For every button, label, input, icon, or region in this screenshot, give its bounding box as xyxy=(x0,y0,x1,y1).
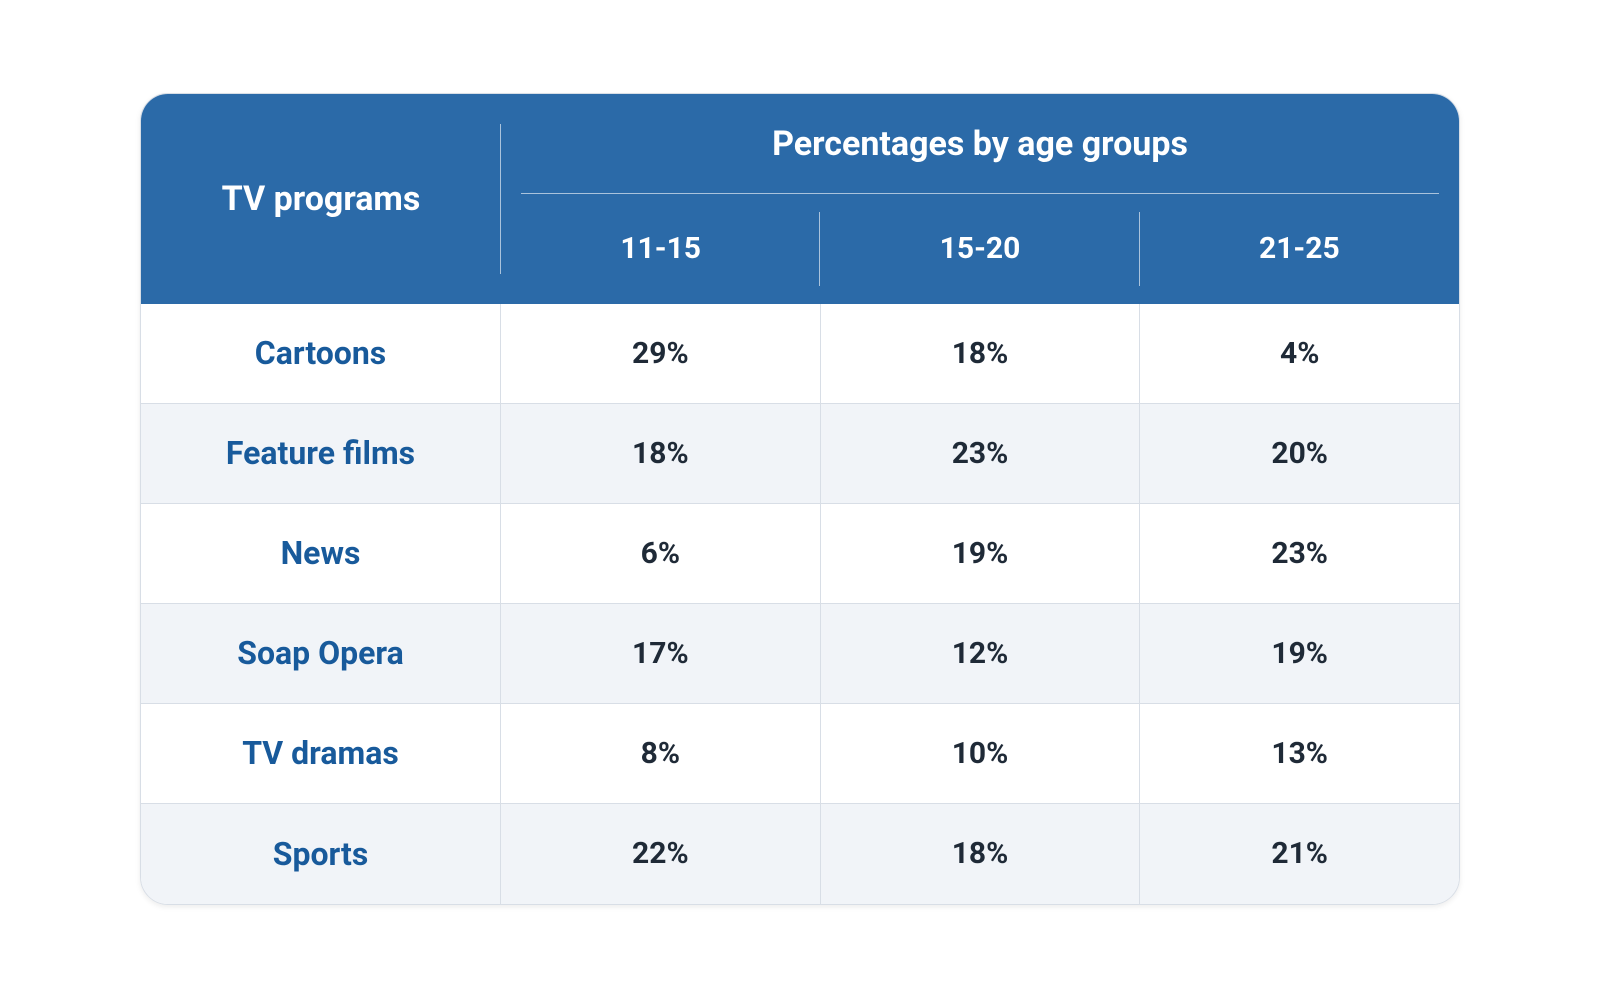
header-column-group: Percentages by age groups 11-15 15-20 21… xyxy=(501,94,1459,304)
col-header-2: 15-20 xyxy=(820,194,1139,304)
cell-value: 21% xyxy=(1140,804,1459,904)
cell-value: 18% xyxy=(821,804,1141,904)
cell-value: 17% xyxy=(501,604,821,703)
cell-value: 13% xyxy=(1140,704,1459,803)
table-row: Sports22%18%21% xyxy=(141,804,1459,904)
row-label: Feature films xyxy=(141,404,501,503)
table-row: Soap Opera17%12%19% xyxy=(141,604,1459,704)
cell-value: 23% xyxy=(821,404,1141,503)
cell-value: 6% xyxy=(501,504,821,603)
col-header-3: 21-25 xyxy=(1140,194,1459,304)
cell-value: 18% xyxy=(501,404,821,503)
row-label: Soap Opera xyxy=(141,604,501,703)
cell-value: 29% xyxy=(501,304,821,403)
row-label: Sports xyxy=(141,804,501,904)
table-row: Feature films18%23%20% xyxy=(141,404,1459,504)
table-header: TV programs Percentages by age groups 11… xyxy=(141,94,1459,304)
col-header-1: 11-15 xyxy=(501,194,820,304)
table-row: News6%19%23% xyxy=(141,504,1459,604)
table-row: Cartoons29%18%4% xyxy=(141,304,1459,404)
tv-programs-table: TV programs Percentages by age groups 11… xyxy=(140,93,1460,905)
cell-value: 12% xyxy=(821,604,1141,703)
cell-value: 23% xyxy=(1140,504,1459,603)
header-row-label: TV programs xyxy=(141,94,501,304)
cell-value: 19% xyxy=(821,504,1141,603)
cell-value: 18% xyxy=(821,304,1141,403)
header-super-title: Percentages by age groups xyxy=(501,94,1459,194)
row-label: TV dramas xyxy=(141,704,501,803)
table-row: TV dramas8%10%13% xyxy=(141,704,1459,804)
row-label: News xyxy=(141,504,501,603)
cell-value: 4% xyxy=(1140,304,1459,403)
row-label: Cartoons xyxy=(141,304,501,403)
cell-value: 8% xyxy=(501,704,821,803)
cell-value: 20% xyxy=(1140,404,1459,503)
cell-value: 10% xyxy=(821,704,1141,803)
cell-value: 22% xyxy=(501,804,821,904)
header-sub-row: 11-15 15-20 21-25 xyxy=(501,194,1459,304)
cell-value: 19% xyxy=(1140,604,1459,703)
table-body: Cartoons29%18%4%Feature films18%23%20%Ne… xyxy=(141,304,1459,904)
